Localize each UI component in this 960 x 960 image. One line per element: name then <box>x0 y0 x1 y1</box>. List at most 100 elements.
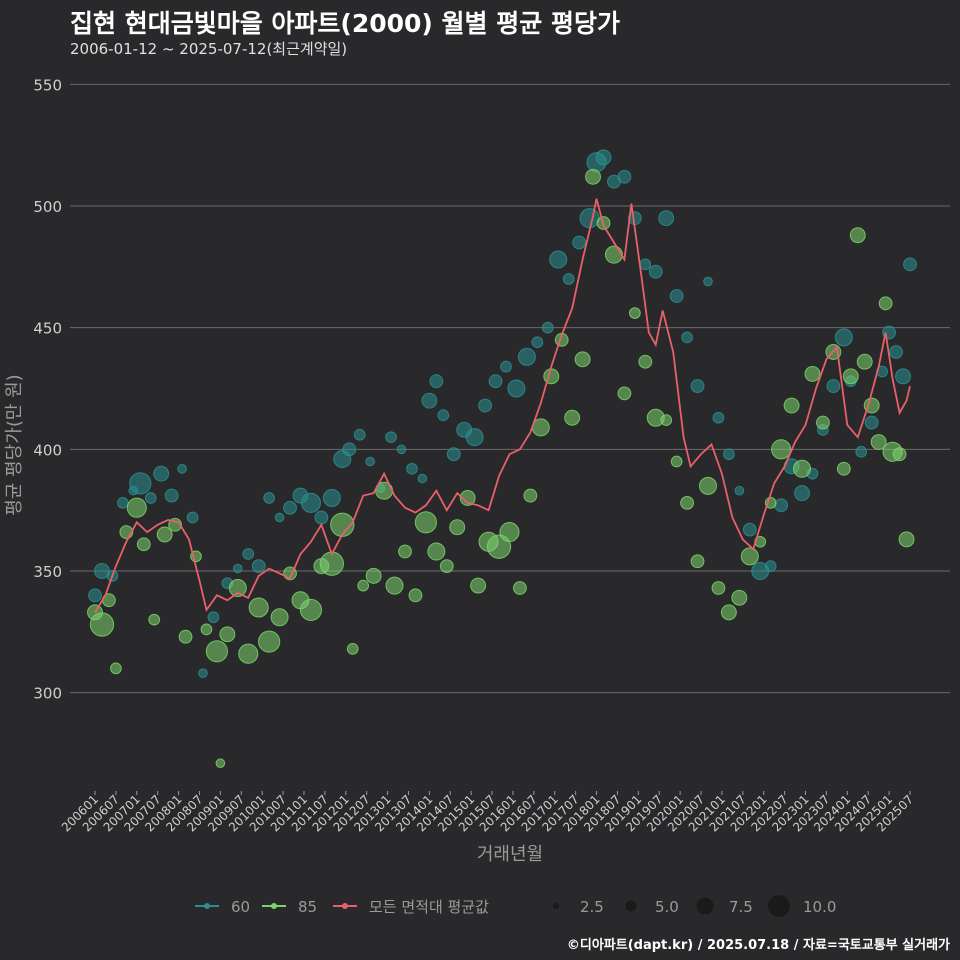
data-point-85 <box>720 604 737 621</box>
data-point-60 <box>572 235 587 250</box>
legend-marker <box>271 903 277 909</box>
y-tick-label: 450 <box>33 320 62 338</box>
data-point-85 <box>238 643 259 664</box>
data-point-60 <box>88 588 102 603</box>
data-point-85 <box>427 542 446 561</box>
data-point-85 <box>470 577 487 594</box>
data-point-85 <box>804 365 821 382</box>
data-point-85 <box>110 662 122 675</box>
data-point-60 <box>342 442 357 457</box>
legend-size-circle <box>768 895 790 917</box>
data-point-60 <box>153 465 170 482</box>
data-point-85 <box>156 526 173 543</box>
data-point-85 <box>357 579 370 592</box>
data-point-60 <box>406 462 418 475</box>
data-point-85 <box>863 397 880 414</box>
data-point-60 <box>541 321 554 334</box>
data-point-60 <box>895 368 911 385</box>
data-point-85 <box>543 368 560 385</box>
data-point-85 <box>449 519 466 536</box>
data-point-85 <box>513 581 527 595</box>
data-point-60 <box>198 668 208 679</box>
average-line-path <box>94 198 911 613</box>
data-point-85 <box>414 511 437 534</box>
x-axis: 2006012006072007012007072008012008072009… <box>59 791 916 835</box>
legend-size-label: 5.0 <box>655 898 679 916</box>
data-point-85 <box>178 629 193 644</box>
data-point-85 <box>346 643 359 655</box>
data-point-60 <box>314 510 329 525</box>
legend-marker <box>342 903 348 909</box>
data-point-85 <box>205 640 229 663</box>
data-point-60 <box>129 472 152 495</box>
data-point-60 <box>144 492 157 504</box>
data-point-85 <box>849 227 866 244</box>
data-point-60 <box>855 445 868 458</box>
data-point-85 <box>740 547 759 566</box>
data-point-60 <box>712 411 725 424</box>
data-point-85 <box>200 623 213 636</box>
data-point-85 <box>408 588 423 603</box>
data-points <box>87 149 917 769</box>
legend-label: 60 <box>231 898 250 916</box>
data-point-85 <box>856 353 873 370</box>
data-point-85 <box>228 579 247 598</box>
data-point-85 <box>585 168 602 185</box>
data-point-60 <box>385 431 397 444</box>
data-point-60 <box>465 428 484 447</box>
data-point-60 <box>488 374 503 389</box>
data-point-60 <box>207 611 220 624</box>
data-point-60 <box>232 563 243 574</box>
y-tick-label: 500 <box>33 198 62 216</box>
data-point-60 <box>639 258 652 271</box>
data-point-60 <box>579 208 600 229</box>
data-point-85 <box>126 497 147 518</box>
data-point-85 <box>248 597 269 618</box>
data-point-60 <box>446 447 461 462</box>
data-point-60 <box>478 398 492 413</box>
data-point-60 <box>562 273 575 285</box>
legend-size-circle <box>625 900 637 912</box>
data-point-60 <box>274 512 285 523</box>
data-point-60 <box>117 497 129 509</box>
data-point-60 <box>507 379 526 398</box>
data-point-85 <box>439 559 454 574</box>
legend-size-label: 7.5 <box>729 898 753 916</box>
data-point-85 <box>258 630 281 653</box>
data-point-60 <box>322 489 341 507</box>
data-point-85 <box>136 537 151 552</box>
data-point-60 <box>834 328 853 347</box>
data-point-60 <box>251 559 266 574</box>
grid-lines <box>70 83 950 694</box>
data-point-85 <box>660 414 673 426</box>
data-point-85 <box>299 598 323 622</box>
y-tick-label: 550 <box>33 76 62 94</box>
data-point-85 <box>870 434 887 450</box>
legend-size-label: 2.5 <box>580 898 604 916</box>
legend-size-label: 10.0 <box>803 898 836 916</box>
data-point-60 <box>764 560 777 572</box>
data-point-60 <box>365 456 375 467</box>
data-point-60 <box>437 409 450 422</box>
data-point-60 <box>177 464 187 474</box>
data-point-60 <box>396 444 407 455</box>
data-point-85 <box>564 409 581 426</box>
y-tick-label: 400 <box>33 441 62 459</box>
data-point-85 <box>148 613 161 626</box>
data-point-85 <box>604 245 623 264</box>
y-axis-label: 평균 평당가(만 원) <box>4 374 25 515</box>
legend-marker <box>204 903 210 909</box>
data-point-85 <box>398 544 412 559</box>
y-tick-label: 350 <box>33 563 62 581</box>
data-point-85 <box>219 626 236 643</box>
legend-label: 모든 면적대 평균값 <box>369 898 489 916</box>
data-point-85 <box>680 495 694 510</box>
data-point-60 <box>429 374 444 389</box>
data-point-60 <box>742 522 757 537</box>
data-point-60 <box>263 492 275 504</box>
data-point-85 <box>365 567 382 584</box>
data-point-85 <box>816 415 830 430</box>
average-line <box>94 198 911 613</box>
data-point-60 <box>794 485 810 502</box>
legend: 60 85 모든 면적대 평균값 2.5 5.0 7.5 10.0 <box>195 895 836 917</box>
